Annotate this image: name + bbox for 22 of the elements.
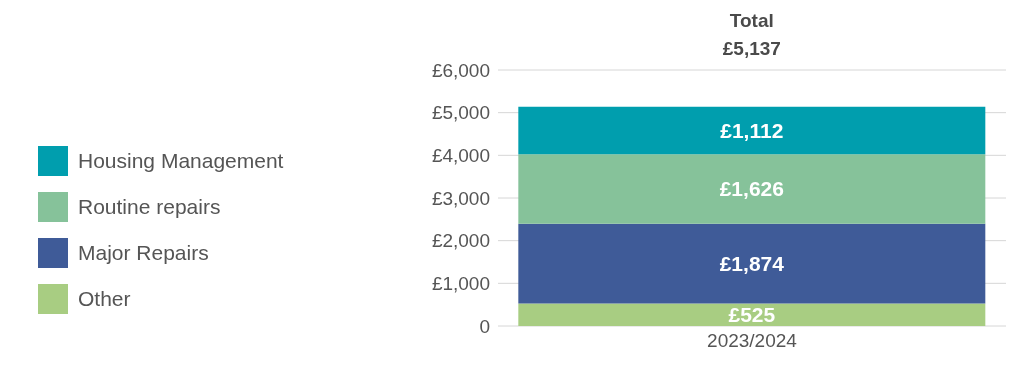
text: Total xyxy=(729,9,774,31)
total-label: £5,137 xyxy=(722,37,781,59)
y-tick-label: £5,000 xyxy=(431,102,490,124)
legend-label: Routine repairs xyxy=(78,195,221,219)
y-tick-label: £6,000 xyxy=(431,59,490,81)
x-tick-label: 2023/2024 xyxy=(707,330,798,352)
y-tick-label: £2,000 xyxy=(431,230,490,252)
bar xyxy=(518,303,986,326)
y-tick-label: £3,000 xyxy=(431,187,490,209)
bar xyxy=(518,106,986,155)
bar xyxy=(518,223,986,304)
bar xyxy=(518,154,986,224)
data-label: £1,112 xyxy=(720,118,784,142)
y-tick-label: £4,000 xyxy=(431,145,490,167)
y-tick-label: £1,000 xyxy=(431,273,490,295)
legend-label: Major Repairs xyxy=(78,241,209,265)
data-label: £1,874 xyxy=(719,251,785,275)
data-label: £525 xyxy=(728,302,776,326)
legend-label: Other xyxy=(78,287,131,311)
data-label: £1,626 xyxy=(719,176,784,200)
legend-label: Housing Management xyxy=(78,149,284,173)
y-tick-label: 0 xyxy=(479,315,490,337)
